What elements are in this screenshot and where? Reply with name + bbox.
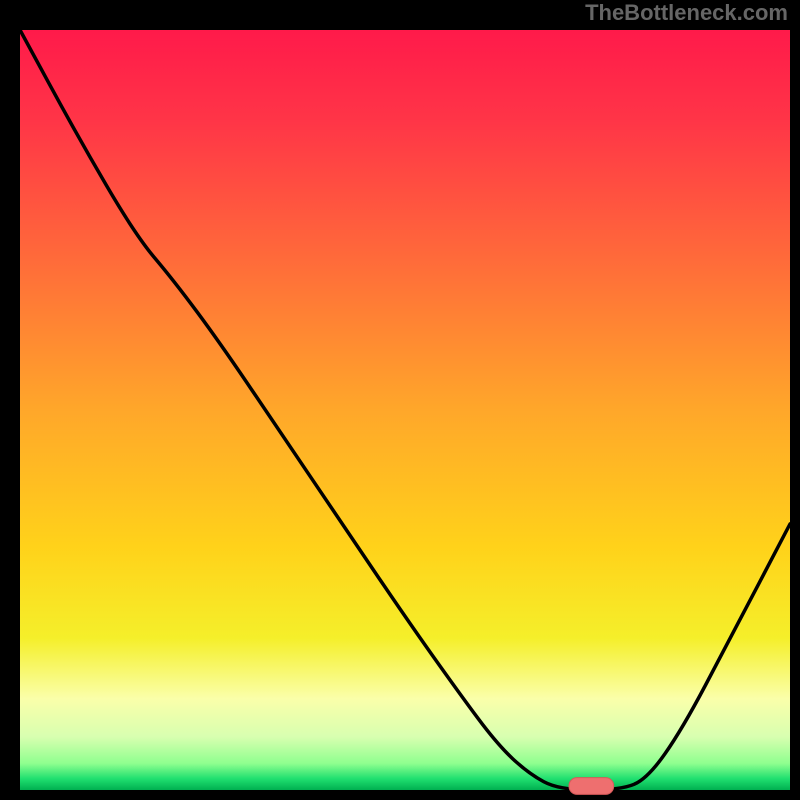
optimal-marker (569, 778, 614, 795)
gradient-background (20, 30, 790, 790)
chart-container: TheBottleneck.com (0, 0, 800, 800)
bottleneck-plot (0, 0, 800, 800)
watermark-text: TheBottleneck.com (585, 0, 788, 26)
